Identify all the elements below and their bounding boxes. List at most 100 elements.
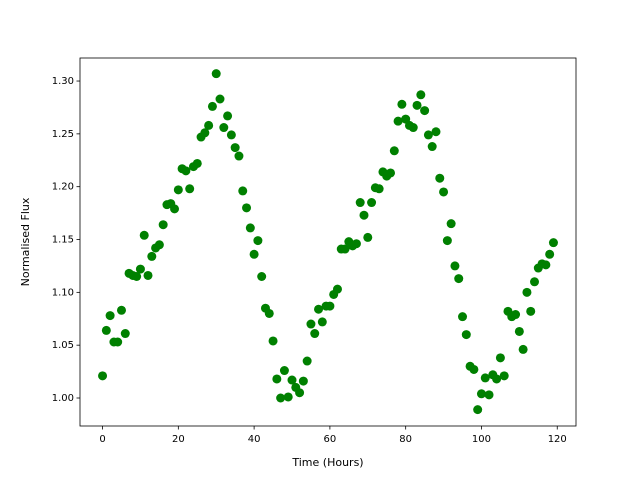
data-point bbox=[363, 232, 373, 242]
data-point bbox=[143, 270, 153, 280]
x-tick-label: 100 bbox=[472, 434, 491, 445]
data-point bbox=[332, 284, 342, 294]
data-point bbox=[238, 186, 248, 196]
data-point bbox=[408, 123, 418, 133]
data-point bbox=[215, 94, 225, 104]
data-point bbox=[526, 306, 536, 316]
data-point bbox=[442, 236, 452, 246]
data-point bbox=[427, 142, 437, 152]
data-point bbox=[132, 271, 142, 281]
data-point bbox=[446, 219, 456, 229]
data-point bbox=[514, 326, 524, 336]
data-point bbox=[492, 374, 502, 384]
data-point bbox=[393, 116, 403, 126]
data-point bbox=[317, 317, 327, 327]
y-tick-label: 1.20 bbox=[52, 182, 74, 193]
data-point bbox=[439, 187, 449, 197]
x-tick-label: 60 bbox=[324, 434, 337, 445]
data-point bbox=[249, 249, 259, 259]
data-point bbox=[548, 238, 558, 248]
data-point bbox=[374, 184, 384, 194]
data-point bbox=[154, 240, 164, 250]
data-point bbox=[499, 371, 509, 381]
data-point bbox=[386, 168, 396, 178]
data-point bbox=[423, 130, 433, 140]
data-point bbox=[181, 166, 191, 176]
data-point bbox=[135, 264, 145, 274]
data-point bbox=[192, 158, 202, 168]
data-point bbox=[450, 261, 460, 271]
data-point bbox=[458, 312, 468, 322]
data-point bbox=[545, 249, 555, 259]
data-point bbox=[367, 198, 377, 208]
data-point bbox=[276, 393, 286, 403]
data-point bbox=[234, 151, 244, 161]
data-point bbox=[272, 374, 282, 384]
x-tick-label: 20 bbox=[172, 434, 185, 445]
data-point bbox=[476, 389, 486, 399]
data-point bbox=[170, 204, 180, 214]
data-point bbox=[219, 123, 229, 133]
data-point bbox=[207, 101, 217, 111]
y-tick-label: 1.05 bbox=[52, 340, 74, 351]
data-point bbox=[495, 353, 505, 363]
data-point bbox=[253, 236, 263, 246]
data-point bbox=[306, 319, 316, 329]
x-tick-label: 80 bbox=[399, 434, 412, 445]
data-point bbox=[257, 271, 267, 281]
data-point bbox=[416, 90, 426, 100]
data-point bbox=[242, 203, 252, 213]
data-point bbox=[230, 143, 240, 153]
y-tick-label: 1.15 bbox=[52, 235, 74, 246]
data-point bbox=[480, 373, 490, 383]
data-point bbox=[461, 330, 471, 340]
data-point bbox=[283, 392, 293, 402]
data-point bbox=[147, 251, 157, 261]
data-point bbox=[541, 260, 551, 270]
data-point bbox=[351, 239, 361, 249]
data-point bbox=[245, 223, 255, 233]
data-point bbox=[200, 128, 210, 138]
data-point bbox=[298, 376, 308, 386]
data-point bbox=[98, 371, 108, 381]
data-point bbox=[302, 356, 312, 366]
y-tick-label: 1.25 bbox=[52, 129, 74, 140]
data-point bbox=[420, 106, 430, 116]
y-tick-label: 1.10 bbox=[52, 287, 74, 298]
data-point bbox=[139, 230, 149, 240]
data-point bbox=[473, 405, 483, 415]
data-point bbox=[397, 99, 407, 109]
x-axis-label: Time (Hours) bbox=[291, 456, 363, 469]
y-tick-label: 1.30 bbox=[52, 76, 74, 87]
data-point bbox=[355, 198, 365, 208]
y-axis-label: Normalised Flux bbox=[19, 197, 32, 286]
y-tick-label: 1.00 bbox=[52, 393, 74, 404]
x-tick-label: 0 bbox=[99, 434, 105, 445]
data-point bbox=[204, 120, 214, 130]
data-point bbox=[113, 337, 123, 347]
data-point bbox=[158, 220, 168, 230]
data-point bbox=[484, 390, 494, 400]
data-point bbox=[340, 244, 350, 254]
data-point bbox=[211, 69, 221, 79]
data-point bbox=[522, 287, 532, 297]
axes-frame bbox=[79, 57, 577, 427]
data-point bbox=[359, 210, 369, 220]
data-point bbox=[223, 111, 233, 121]
data-point bbox=[116, 305, 126, 315]
data-point bbox=[120, 329, 130, 339]
x-tick-label: 120 bbox=[548, 434, 567, 445]
data-point bbox=[173, 185, 183, 195]
data-point bbox=[279, 366, 289, 376]
data-point bbox=[454, 274, 464, 284]
data-point bbox=[530, 277, 540, 287]
data-point bbox=[310, 329, 320, 339]
data-point bbox=[226, 130, 236, 140]
data-point bbox=[287, 375, 297, 385]
x-tick-label: 40 bbox=[248, 434, 261, 445]
data-point bbox=[295, 388, 305, 398]
data-point bbox=[105, 311, 115, 321]
data-point bbox=[264, 308, 274, 318]
